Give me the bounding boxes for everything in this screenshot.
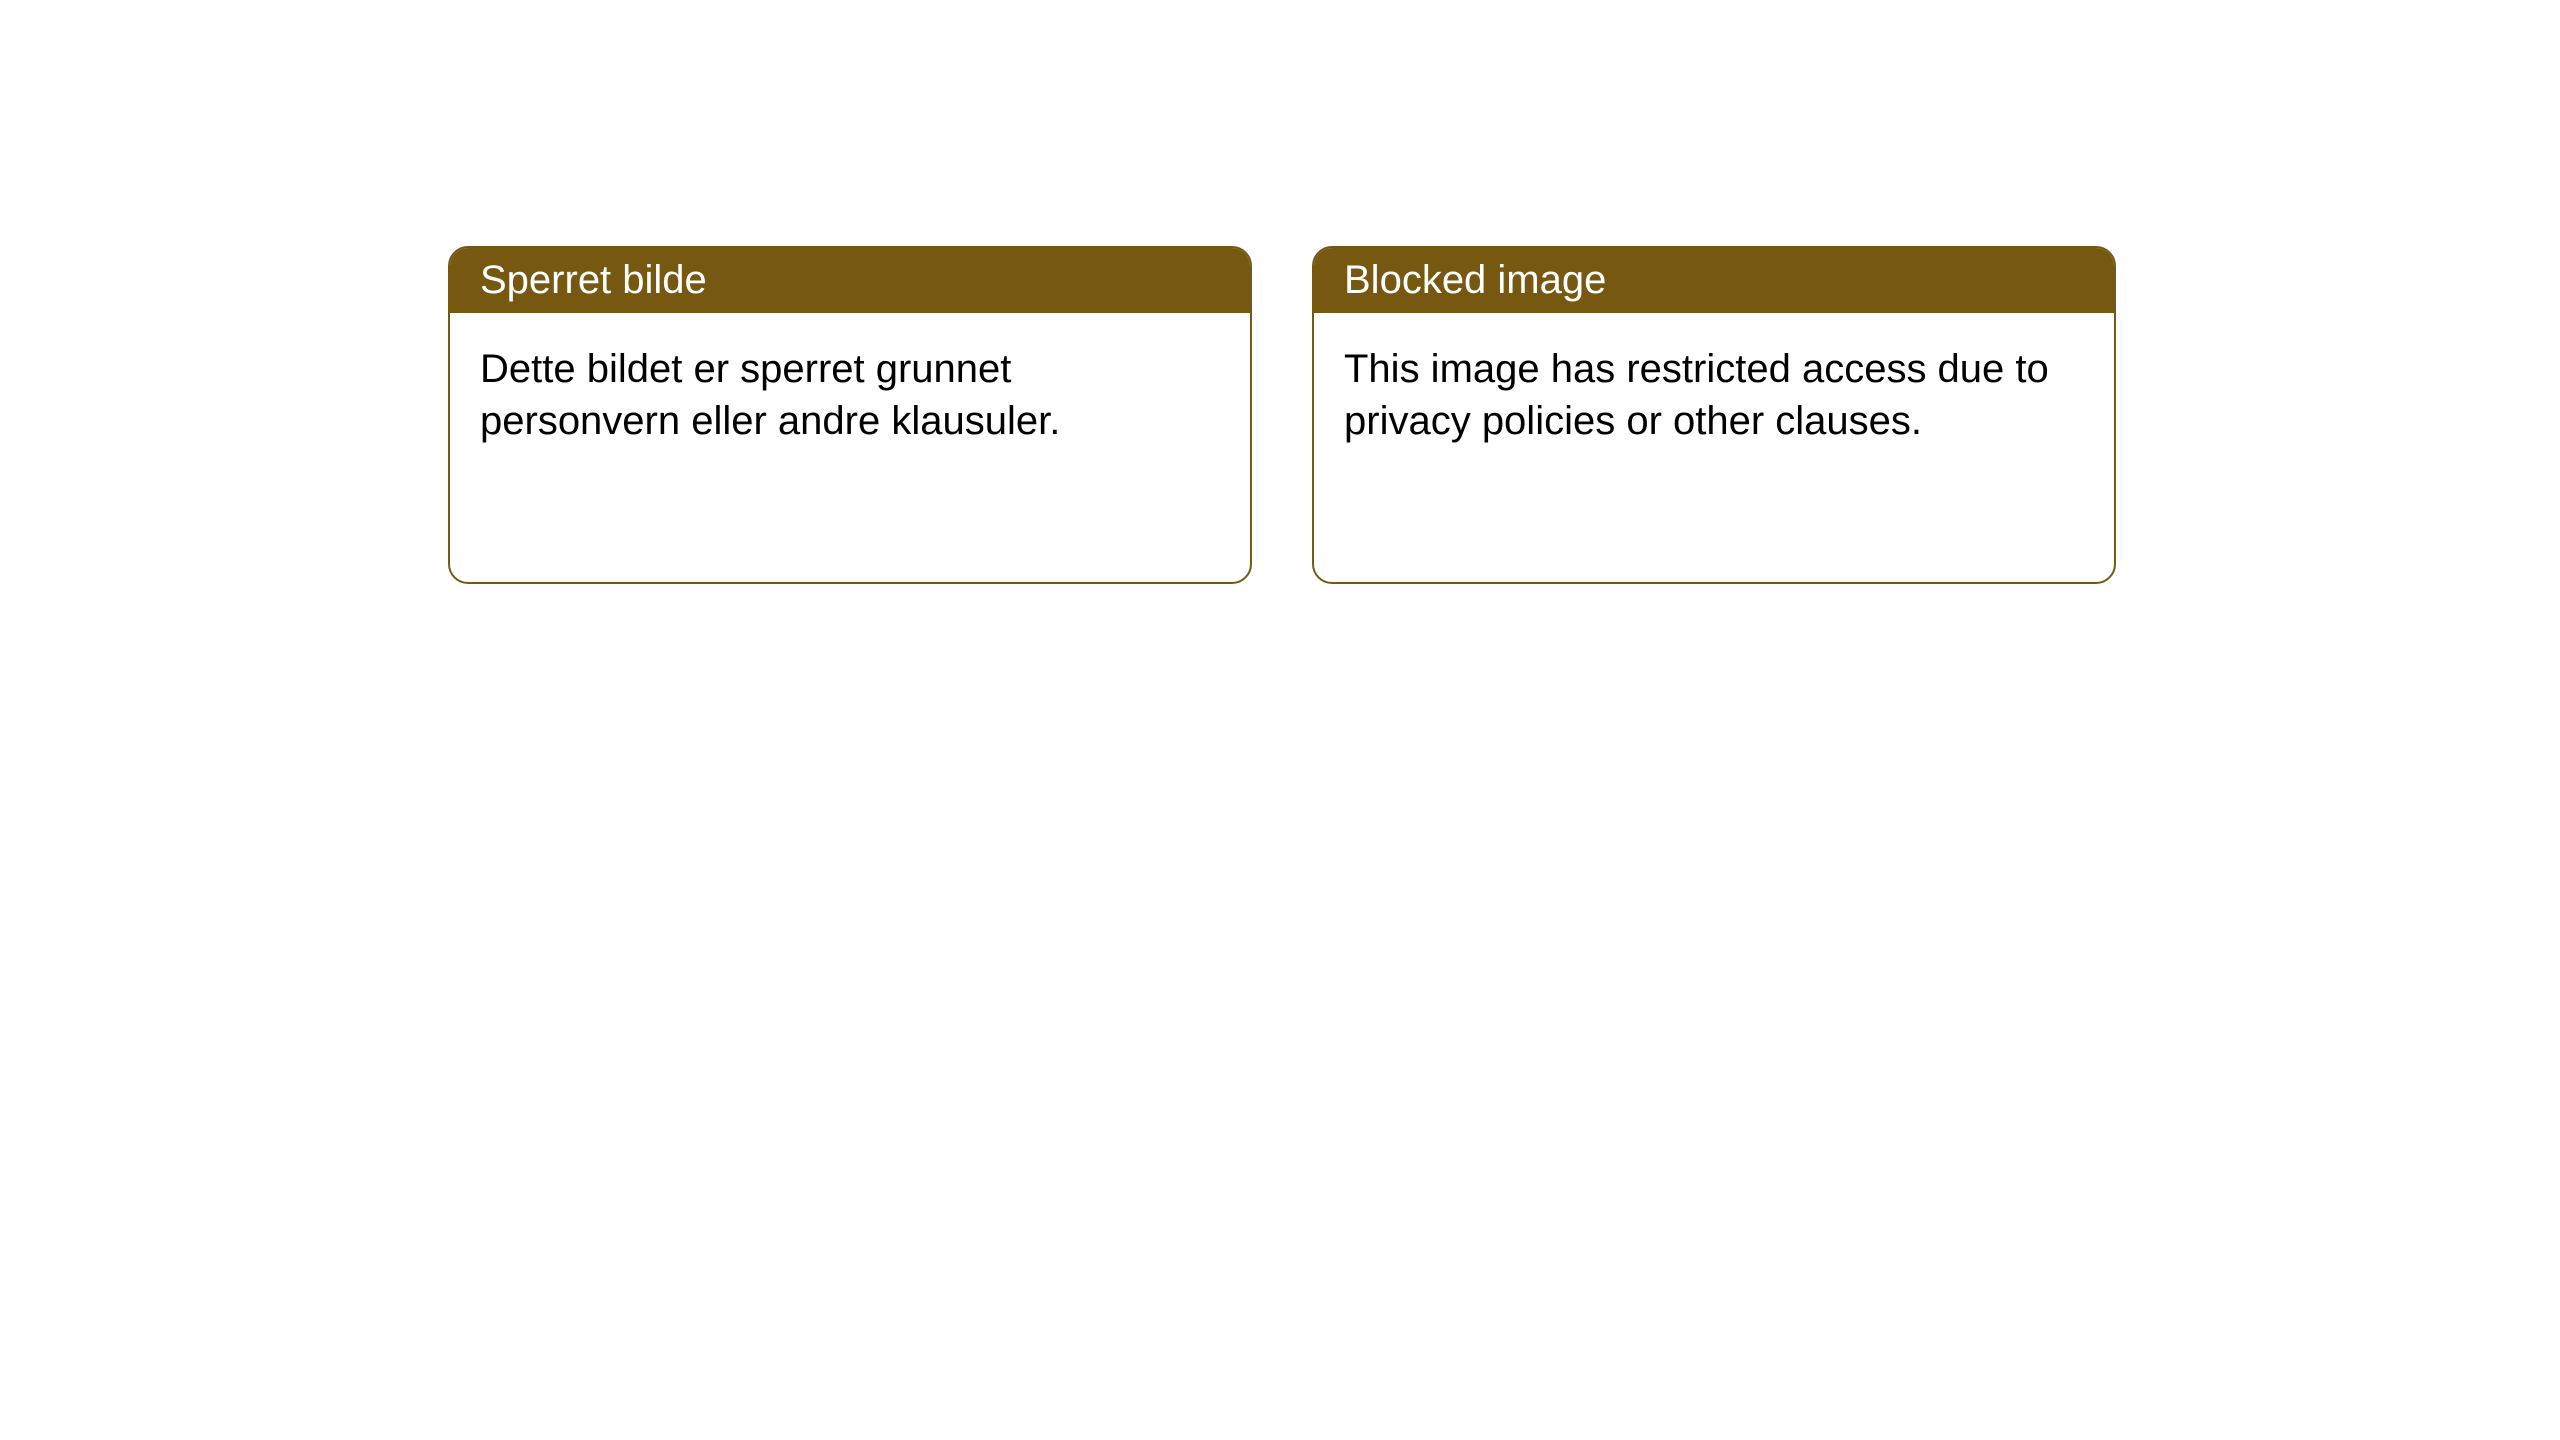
notice-container: Sperret bilde Dette bildet er sperret gr… (0, 0, 2560, 584)
notice-card-norwegian: Sperret bilde Dette bildet er sperret gr… (448, 246, 1252, 584)
notice-title: Blocked image (1314, 248, 2114, 313)
notice-body: Dette bildet er sperret grunnet personve… (450, 313, 1250, 477)
notice-title: Sperret bilde (450, 248, 1250, 313)
notice-card-english: Blocked image This image has restricted … (1312, 246, 2116, 584)
notice-body: This image has restricted access due to … (1314, 313, 2114, 477)
